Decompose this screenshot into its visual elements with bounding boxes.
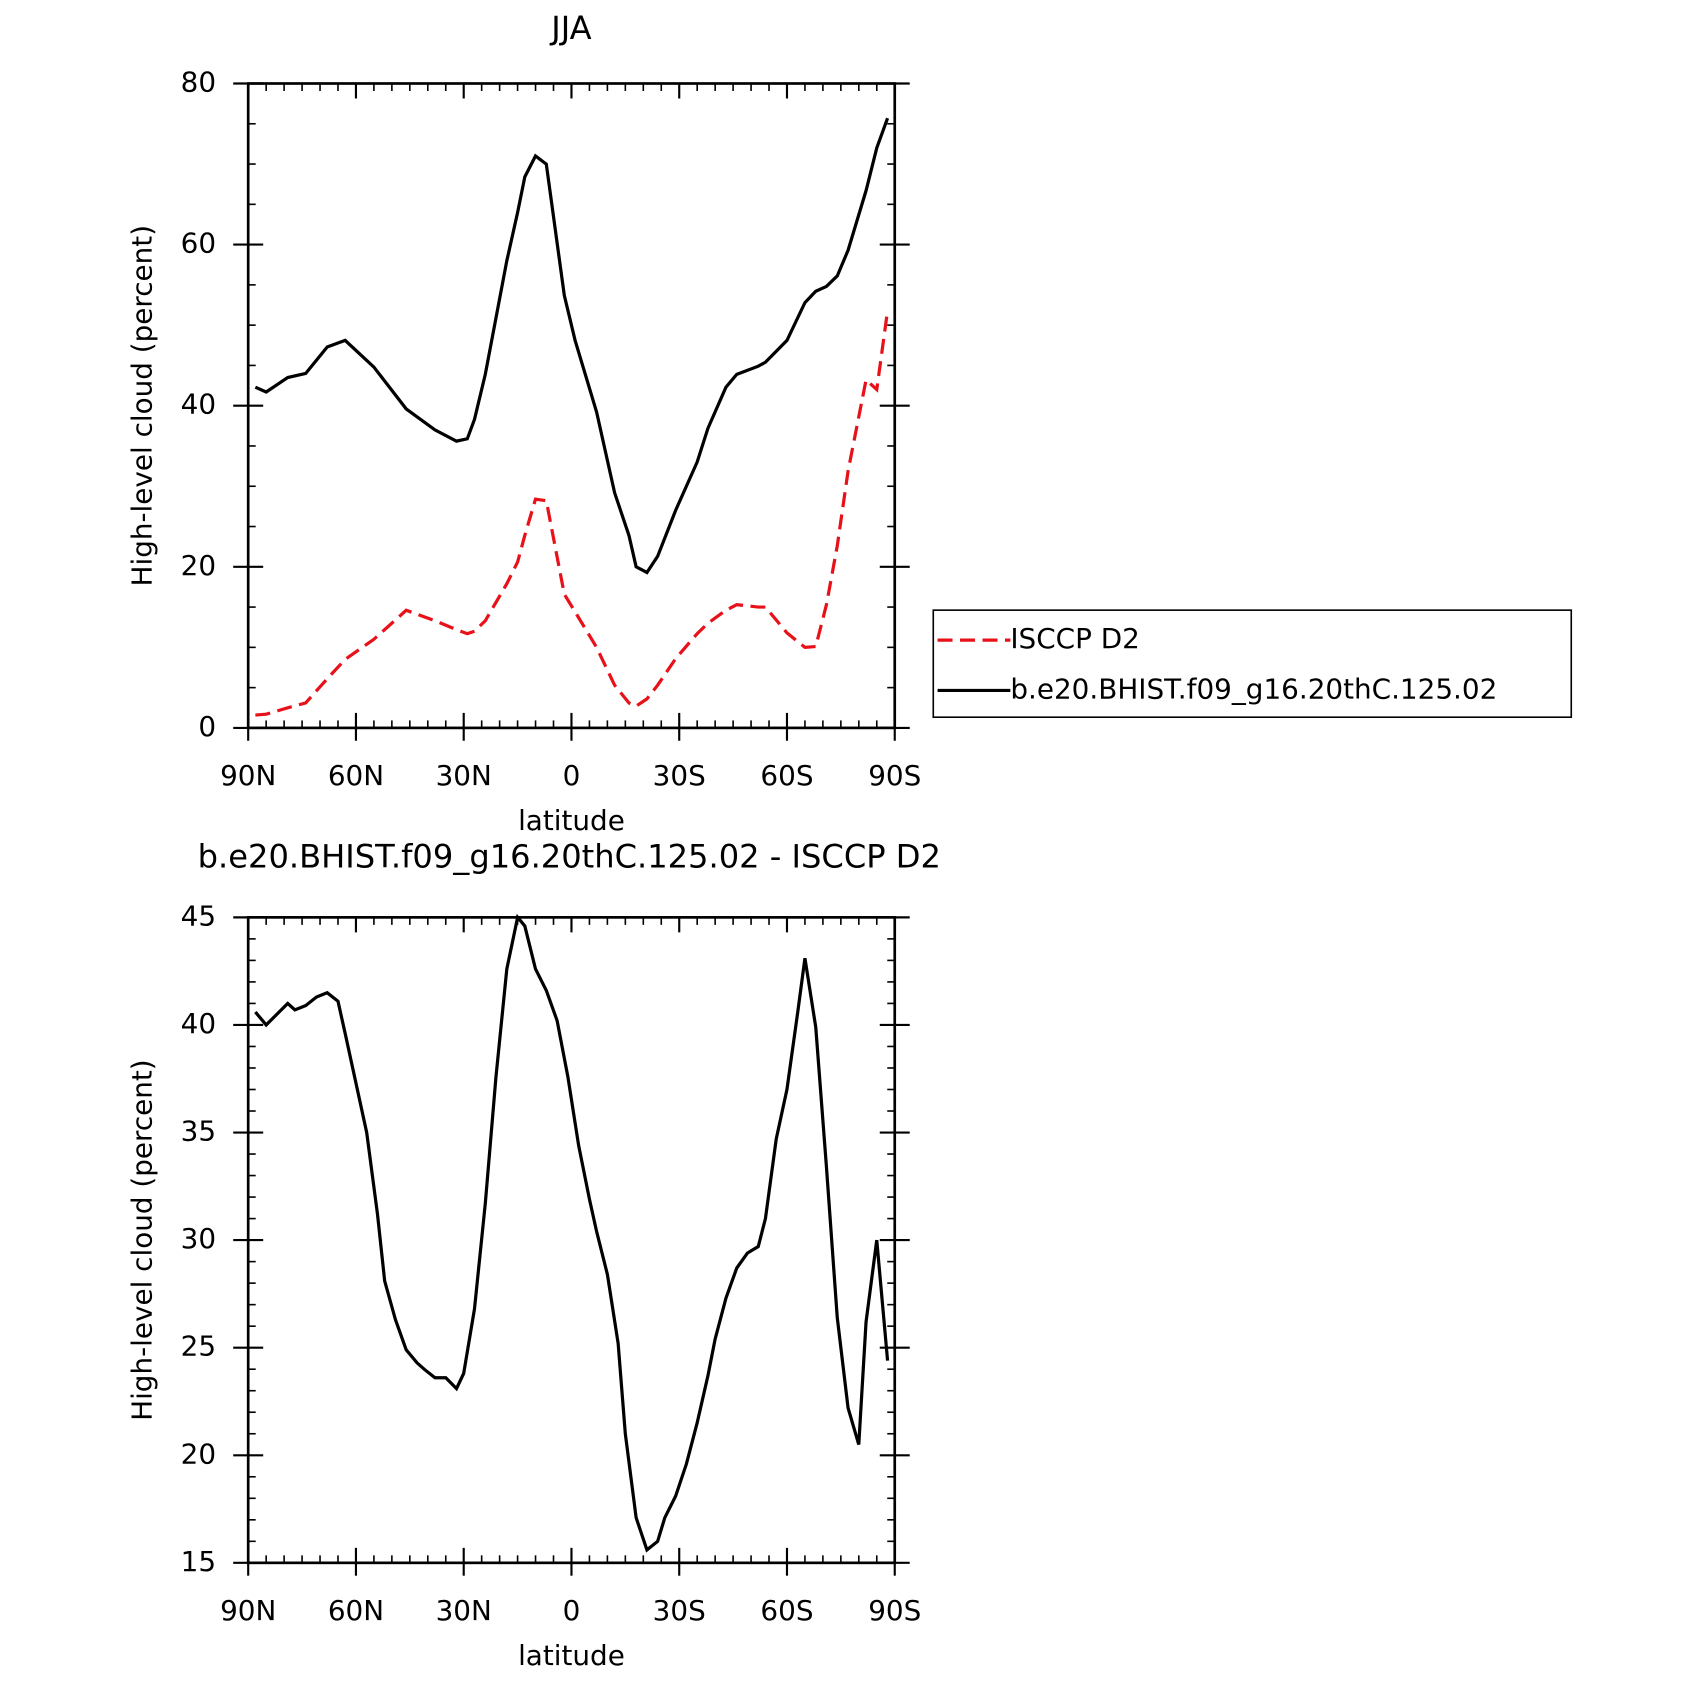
x-tick-label: 60N <box>328 759 384 792</box>
y-tick-label: 80 <box>181 65 216 98</box>
x-tick-label: 30S <box>653 759 706 792</box>
y-tick-label: 45 <box>181 899 216 932</box>
chart-title: b.e20.BHIST.f09_g16.20thC.125.02 - ISCCP… <box>198 837 941 875</box>
y-tick-label: 35 <box>181 1115 216 1148</box>
plot-frame <box>246 82 897 730</box>
legend-label: b.e20.BHIST.f09_g16.20thC.125.02 <box>1010 672 1497 705</box>
chart-title: JJA <box>549 9 591 47</box>
x-tick-label: 90N <box>220 759 276 792</box>
y-tick-label: 20 <box>181 549 216 582</box>
x-tick-label: 0 <box>563 759 581 792</box>
x-tick-label: 60S <box>760 759 813 792</box>
x-tick-label: 90N <box>220 1594 276 1627</box>
y-tick-label: 15 <box>181 1545 216 1578</box>
x-tick-label: 30S <box>653 1594 706 1627</box>
data-line <box>254 117 890 575</box>
x-tick-label: 30N <box>436 1594 492 1627</box>
y-axis-label: High-level cloud (percent) <box>125 225 158 587</box>
x-tick-label: 60S <box>760 1594 813 1627</box>
y-axis-label: High-level cloud (percent) <box>125 1059 158 1421</box>
x-axis-label: latitude <box>518 1639 625 1672</box>
y-tick-label: 40 <box>181 1007 216 1040</box>
x-tick-label: 90S <box>868 759 921 792</box>
y-tick-label: 20 <box>181 1437 216 1470</box>
x-tick-label: 30N <box>436 759 492 792</box>
legend-box <box>932 609 1573 718</box>
x-tick-label: 90S <box>868 1594 921 1627</box>
x-axis-label: latitude <box>518 804 625 837</box>
y-tick-label: 0 <box>198 710 216 743</box>
y-tick-label: 30 <box>181 1222 216 1255</box>
y-tick-label: 25 <box>181 1330 216 1363</box>
y-tick-label: 40 <box>181 388 216 421</box>
x-tick-label: 0 <box>563 1594 581 1627</box>
legend-label: ISCCP D2 <box>1010 622 1139 655</box>
data-line <box>254 913 890 1553</box>
y-tick-label: 60 <box>181 227 216 260</box>
x-tick-label: 60N <box>328 1594 384 1627</box>
data-line <box>255 310 890 717</box>
